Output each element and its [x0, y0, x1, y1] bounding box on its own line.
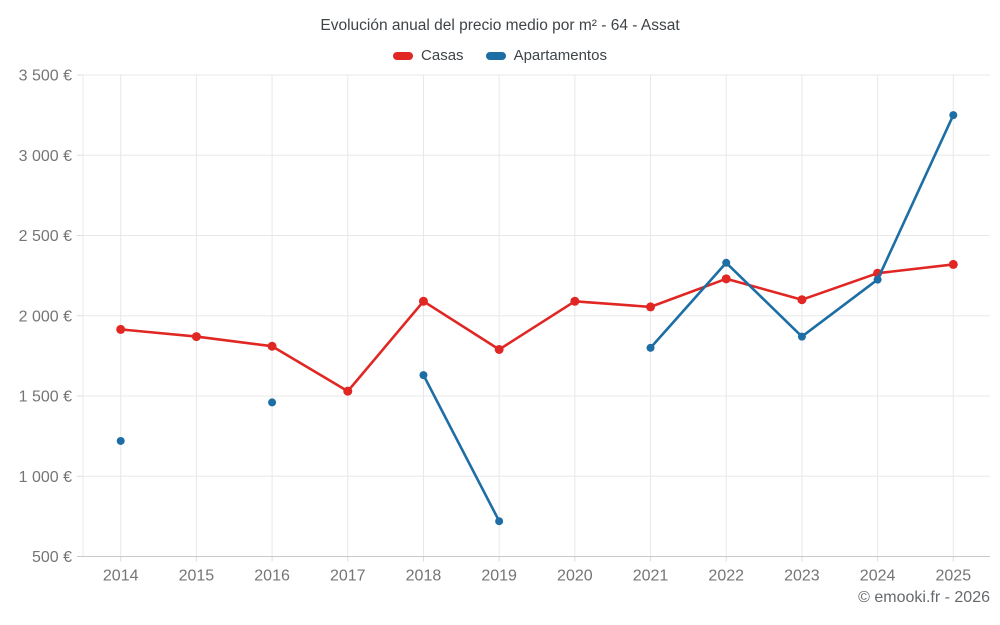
y-tick-label: 500 € [32, 549, 72, 566]
point-casas-2018[interactable] [418, 296, 428, 306]
legend-label: Casas [421, 47, 464, 64]
y-tick-label: 3 000 € [19, 148, 72, 165]
point-apartamentos-2022[interactable] [722, 258, 731, 267]
legend-label: Apartamentos [513, 47, 607, 64]
x-tick-label: 2024 [860, 568, 896, 585]
x-tick-label: 2017 [330, 568, 366, 585]
point-casas-2016[interactable] [267, 341, 277, 351]
point-casas-2017[interactable] [343, 386, 353, 396]
point-apartamentos-2016[interactable] [268, 398, 277, 407]
x-tick-label: 2015 [179, 568, 215, 585]
point-casas-2019[interactable] [494, 344, 504, 354]
point-apartamentos-2023[interactable] [797, 332, 806, 341]
point-casas-2025[interactable] [948, 259, 958, 269]
legend: Casas Apartamentos [0, 47, 1000, 64]
point-casas-2015[interactable] [191, 332, 201, 342]
point-apartamentos-2025[interactable] [949, 111, 958, 120]
point-apartamentos-2014[interactable] [116, 436, 125, 445]
x-tick-label: 2021 [633, 568, 669, 585]
x-tick-label: 2016 [254, 568, 290, 585]
y-tick-label: 1 500 € [19, 389, 72, 406]
line-apartamentos [422, 373, 501, 523]
point-casas-2021[interactable] [646, 302, 656, 312]
point-casas-2023[interactable] [797, 295, 807, 305]
x-tick-label: 2018 [406, 568, 442, 585]
legend-item-casas[interactable]: Casas [393, 47, 464, 64]
copyright-note: © emooki.fr - 2026 [858, 589, 990, 606]
point-casas-2020[interactable] [570, 296, 580, 306]
y-tick-label: 2 500 € [19, 228, 72, 245]
chart-title: Evolución anual del precio medio por m² … [320, 17, 680, 34]
y-tick-label: 1 000 € [19, 469, 72, 486]
legend-item-apartamentos[interactable]: Apartamentos [485, 47, 607, 64]
y-tick-label: 3 500 € [19, 68, 72, 85]
line-casas [119, 263, 955, 393]
x-tick-label: 2022 [708, 568, 744, 585]
point-apartamentos-2024[interactable] [873, 275, 882, 284]
legend-swatch-apartamentos [485, 51, 506, 60]
point-apartamentos-2021[interactable] [646, 343, 655, 352]
y-tick-label: 2 000 € [19, 308, 72, 325]
point-apartamentos-2018[interactable] [419, 371, 428, 380]
point-casas-2014[interactable] [116, 324, 126, 334]
x-tick-label: 2019 [481, 568, 517, 585]
legend-swatch-casas [393, 51, 414, 60]
x-tick-label: 2020 [557, 568, 593, 585]
point-casas-2022[interactable] [721, 274, 731, 284]
point-apartamentos-2019[interactable] [495, 517, 504, 526]
x-tick-label: 2025 [936, 568, 972, 585]
x-tick-label: 2014 [103, 568, 139, 585]
x-tick-label: 2023 [784, 568, 820, 585]
